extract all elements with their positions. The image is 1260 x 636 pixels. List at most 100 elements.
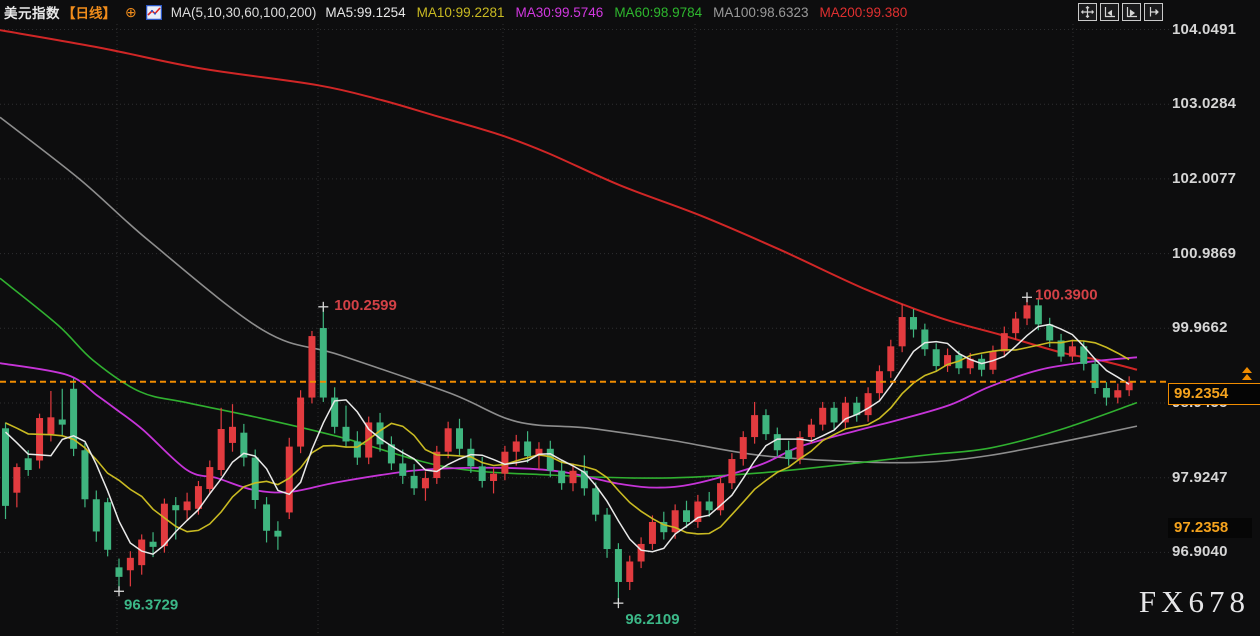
candle-body [24,458,32,471]
candle-body [172,505,180,511]
auto-play-icon[interactable] [1122,3,1141,21]
candle-body [478,466,486,481]
axis-tick-label: 96.9040 [1172,543,1228,561]
candle-body [841,402,849,423]
candle-body [683,510,690,522]
candle-body [115,567,123,577]
candle-body [671,510,679,533]
candle-body [319,328,327,398]
candle-body [353,441,361,458]
candle-body [47,417,55,435]
candle-body [1023,305,1031,319]
candle-body [830,407,838,423]
candle-body [410,475,418,489]
candle-body [1091,363,1099,389]
candle-body [444,428,452,452]
candle-body [399,463,407,476]
candle-body [762,415,770,435]
ma-legend-item: MA5:99.1254 [325,4,406,20]
candle-body [592,488,600,515]
candle-body [660,521,668,533]
candle-body [240,432,248,458]
candle-body [932,349,940,367]
candle-body [81,450,89,500]
ma-legend: MA5:99.1254 MA10:99.2281 MA30:99.5746 MA60:… [325,5,907,20]
watermark: FX678 [1138,584,1250,619]
candle-body [637,543,645,562]
candle-body [490,473,498,481]
scale-right-icon[interactable] [1144,3,1163,21]
candle-body [297,397,305,447]
ma200-line [0,29,1138,371]
candle-body [705,501,713,511]
candle-body [36,418,44,461]
ma-legend-item: MA30:99.5746 [515,4,604,20]
candle-body [1000,333,1008,352]
ma5-line [4,323,1130,556]
axis-tick-label: 103.0284 [1172,95,1237,113]
high-annotation: 100.2599 [334,297,397,314]
add-indicator-icon[interactable]: ⊕ [125,4,137,20]
ma-legend-item: MA100:98.6323 [713,4,809,20]
ma-params: MA(5,10,30,60,100,200) [170,4,317,20]
axis-tick-label: 97.9247 [1172,468,1228,486]
ma30-line [0,356,1138,494]
candle-body [739,437,747,460]
candle-body [785,450,793,460]
candle-body [387,444,395,464]
ma-legend-item: MA200:99.380 [819,4,908,20]
ma-legend-item: MA60:98.9784 [614,4,703,20]
candle-body [2,428,9,506]
ma100-line [0,116,1138,464]
candle-body [728,459,736,484]
last-price-label: 99.2354 [1168,382,1260,405]
candle-body [966,358,974,369]
candle-body [433,451,441,479]
ma10-line [5,339,1130,535]
candle-body [251,457,259,501]
candle-body [501,451,509,474]
candle-body [944,355,952,367]
candle-body [887,346,895,372]
candle-body [263,504,271,531]
low-annotation: 96.3729 [124,596,178,613]
axis-tick-label: 104.0491 [1172,20,1237,38]
candle-body [376,422,384,445]
candle-body [308,336,316,398]
candle-body [285,446,293,513]
chart-header: 美元指数 【日线】 ⊕ MA(5,10,30,60,100,200) MA5:99… [0,0,1260,24]
candle-body [274,530,282,537]
mini-chart-icon[interactable] [145,4,162,20]
candle-body [921,329,929,350]
candle-body [512,441,520,452]
low-annotation: 96.2109 [625,611,679,628]
candle-body [853,402,861,416]
candle-body [229,426,236,443]
candle-body [524,441,532,457]
candle-body [104,502,112,550]
candle-body [342,426,350,442]
candle-body [1034,305,1042,325]
axis-tick-label: 102.0077 [1172,169,1237,187]
candle-body [603,514,611,550]
candle-body [217,429,225,471]
candle-body [331,397,339,427]
candle-body [580,470,588,489]
candle-body [160,503,168,547]
candle-body [626,561,634,582]
candle-body [1080,346,1088,364]
candle-body [456,428,463,449]
candle-body [1068,346,1076,357]
high-annotation: 100.3900 [1035,286,1098,303]
candle-body [206,467,214,490]
scale-left-icon[interactable] [1100,3,1119,21]
candle-body [194,486,202,509]
candle-body [1046,324,1054,341]
chart-toolbar [1078,3,1163,21]
candle-body [546,448,554,471]
move-tool-icon[interactable] [1078,3,1097,21]
candle-body [1114,390,1122,398]
candle-body [875,371,883,394]
candle-body [717,483,725,511]
